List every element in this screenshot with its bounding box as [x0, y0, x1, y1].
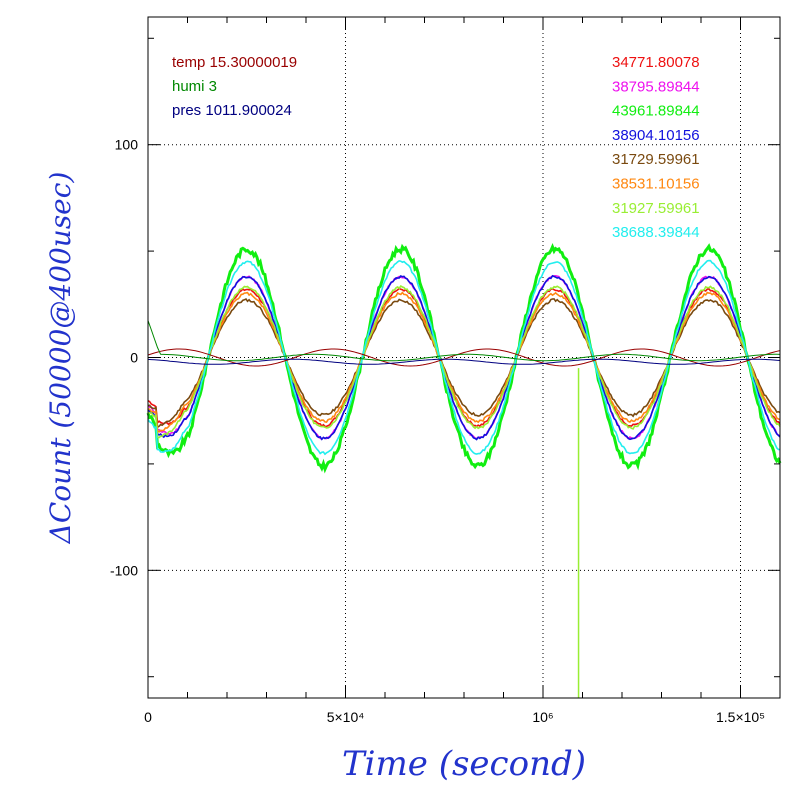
series-legend-entry: 34771.80078 — [612, 54, 700, 71]
series-layer — [146, 242, 782, 698]
series-legend-entry: 38795.89844 — [612, 78, 700, 95]
env-line-1 — [147, 348, 781, 367]
x-tick-label: 10⁶ — [532, 709, 553, 725]
env-line-3 — [147, 358, 781, 365]
x-tick-label: 0 — [144, 709, 152, 725]
axes: 0 5×10⁴ 10⁶ 1.5×10⁵ 100 0 -100 — [110, 16, 781, 725]
env-line-2 — [147, 320, 781, 362]
y-axis-title: ΔCount (50000@400usec) — [44, 172, 77, 545]
x-tick-label: 5×10⁴ — [327, 709, 365, 725]
series-legend-entry: 43961.89844 — [612, 103, 700, 120]
series-legend-entry: 38688.39844 — [612, 224, 700, 241]
env-legend-entry: pres 1011.900024 — [172, 102, 292, 119]
legend: temp 15.30000019 humi 3 pres 1011.900024 34… — [172, 54, 700, 241]
series-legend-entry: 31927.59961 — [612, 200, 700, 217]
y-tick-label: -100 — [110, 562, 138, 578]
series-line-8 — [147, 259, 781, 456]
series-legend-entry: 38904.10156 — [612, 127, 700, 144]
series-legend-entry: 38531.10156 — [612, 176, 700, 193]
series-line-7 — [147, 285, 781, 439]
env-legend-entry: humi 3 — [172, 78, 217, 95]
x-axis-title: Time (second) — [342, 744, 586, 784]
y-tick-label: 100 — [115, 137, 139, 153]
x-tick-label: 1.5×10⁵ — [716, 709, 765, 725]
env-legend-entry: temp 15.30000019 — [172, 54, 297, 71]
y-tick-label: 0 — [130, 350, 138, 366]
series-legend-entry: 31729.59961 — [612, 151, 700, 168]
